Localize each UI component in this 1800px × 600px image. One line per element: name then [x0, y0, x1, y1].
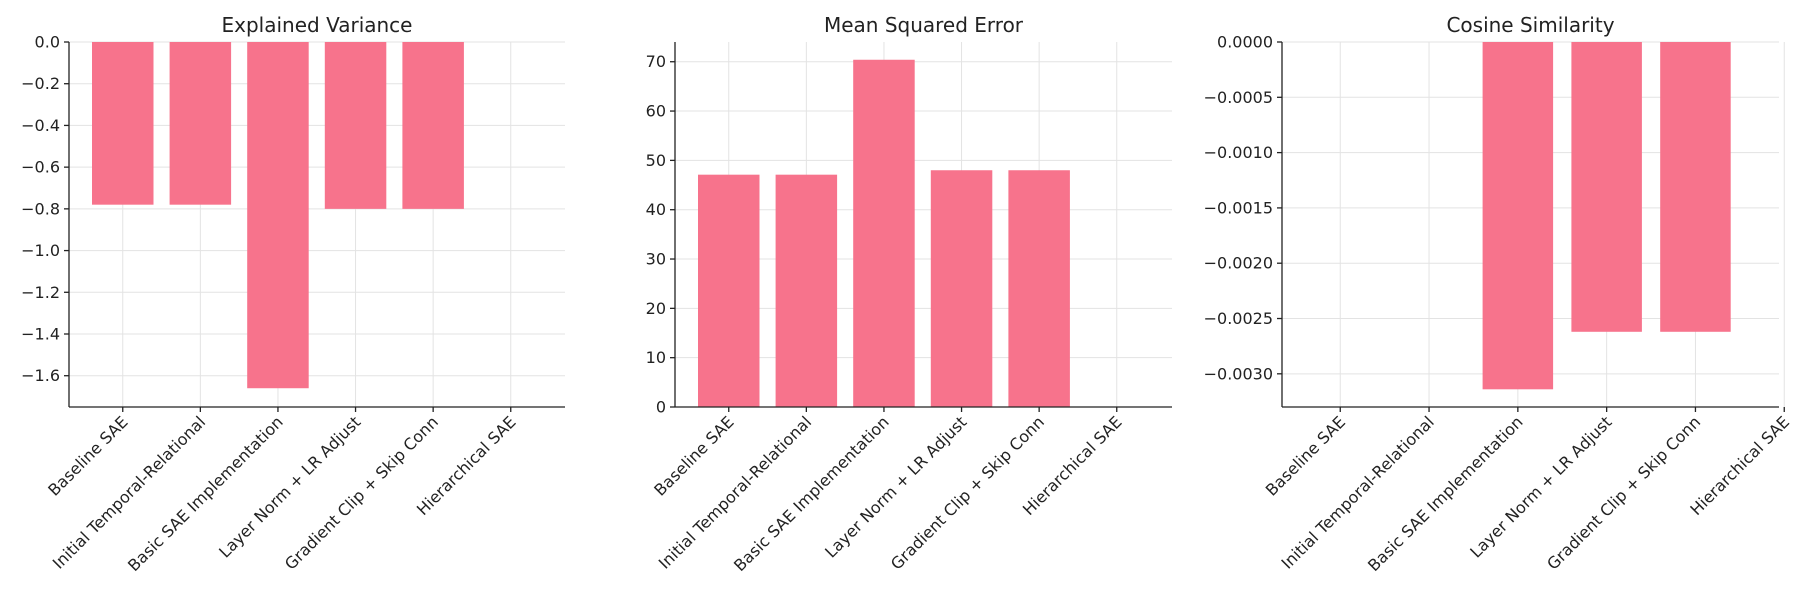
y-tick-label-5: −0.0025	[1204, 309, 1273, 328]
x-tick-label-4: Gradient Clip + Skip Conn	[281, 412, 442, 573]
x-tick-label-0: Baseline SAE	[1262, 412, 1349, 499]
y-tick-label-4: −0.0020	[1204, 254, 1273, 273]
bar-0	[92, 42, 154, 205]
x-tick-label-1: Initial Temporal-Relational	[1278, 412, 1438, 572]
bar-3	[930, 170, 993, 407]
x-tick-label-3: Layer Norm + LR Adjust	[215, 412, 364, 561]
bar-1	[169, 42, 232, 205]
bar-2	[853, 59, 915, 408]
bar-4	[1008, 170, 1070, 407]
x-tick-label-2: Basic SAE Implementation	[730, 412, 893, 575]
bar-2	[1482, 42, 1554, 390]
y-tick-label-6: −1.2	[21, 283, 60, 302]
bar-4	[402, 42, 464, 209]
x-tick-label-1: Initial Temporal-Relational	[49, 412, 209, 572]
y-tick-label-5: −1.0	[21, 241, 60, 260]
x-tick-label-1: Initial Temporal-Relational	[655, 412, 815, 572]
y-tick-label-7: 70	[646, 52, 666, 71]
x-tick-label-2: Basic SAE Implementation	[1364, 412, 1527, 575]
y-tick-label-3: −0.6	[21, 158, 60, 177]
y-tick-label-2: −0.4	[21, 116, 60, 135]
y-tick-label-7: −1.4	[21, 325, 60, 344]
y-tick-label-4: 40	[646, 200, 666, 219]
x-tick-label-3: Layer Norm + LR Adjust	[1466, 412, 1615, 561]
chart-panel-3: 0.0000 −0.0005 −0.0010 −0.0015 −0.0020 −0.002…	[1204, 13, 1793, 575]
y-tick-label-3: 30	[646, 250, 666, 269]
y-tick-label-6: 60	[646, 102, 666, 121]
x-tick-label-2: Basic SAE Implementation	[124, 412, 287, 575]
y-tick-label-0: 0	[656, 398, 666, 417]
chart-title: Mean Squared Error	[824, 13, 1024, 37]
x-tick-label-0: Baseline SAE	[44, 412, 131, 499]
y-tick-label-8: −1.6	[21, 366, 60, 385]
bar-2	[247, 42, 309, 389]
x-tick-label-5: Hierarchical SAE	[1686, 412, 1793, 519]
bar-3	[1571, 42, 1642, 332]
y-tick-label-0: 0.0000	[1217, 33, 1273, 52]
y-tick-label-5: 50	[646, 151, 666, 170]
x-tick-label-4: Gradient Clip + Skip Conn	[1543, 412, 1704, 573]
bar-4	[1660, 42, 1731, 332]
y-tick-label-1: 10	[646, 348, 666, 367]
x-tick-label-0: Baseline SAE	[650, 412, 737, 499]
x-tick-label-4: Gradient Clip + Skip Conn	[887, 412, 1048, 573]
y-tick-label-6: −0.0030	[1204, 364, 1273, 383]
y-tick-label-4: −0.8	[21, 199, 60, 218]
chart-panel-1: 0.0 −0.2 −0.4 −0.6 −0.8 −1.0 −1.2 −1.4 −1.6 Basel…	[21, 13, 565, 575]
y-tick-label-3: −0.0015	[1204, 198, 1273, 217]
bar-3	[324, 42, 387, 209]
chart-title: Explained Variance	[222, 13, 413, 37]
y-tick-label-0: 0.0	[35, 33, 60, 52]
y-tick-label-1: −0.2	[21, 74, 60, 93]
chart-title: Cosine Similarity	[1446, 13, 1614, 37]
bar-1	[775, 174, 838, 407]
y-tick-label-2: −0.0010	[1204, 143, 1273, 162]
bar-0	[698, 174, 760, 407]
x-tick-label-3: Layer Norm + LR Adjust	[821, 412, 970, 561]
y-tick-label-2: 20	[646, 299, 666, 318]
y-tick-label-1: −0.0005	[1204, 88, 1273, 107]
